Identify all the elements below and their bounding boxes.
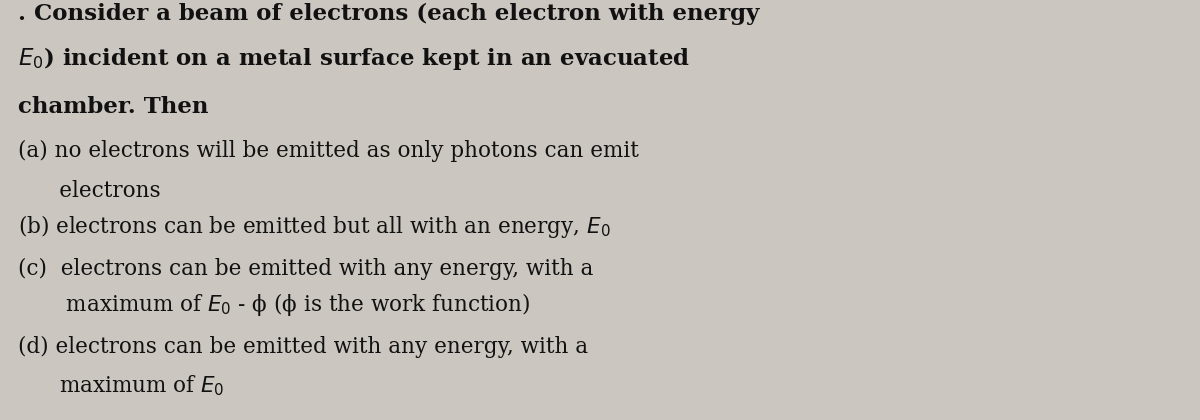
Text: maximum of $E_0$ - ϕ (ϕ is the work function): maximum of $E_0$ - ϕ (ϕ is the work func… (18, 291, 530, 318)
Text: maximum of $E_0$: maximum of $E_0$ (18, 373, 224, 398)
Text: electrons: electrons (18, 180, 161, 202)
Text: $E_0$) incident on a metal surface kept in an evacuated: $E_0$) incident on a metal surface kept … (18, 45, 690, 72)
Text: (b) electrons can be emitted but all with an energy, $E_0$: (b) electrons can be emitted but all wit… (18, 213, 611, 240)
Text: chamber. Then: chamber. Then (18, 96, 209, 118)
Text: (d) electrons can be emitted with any energy, with a: (d) electrons can be emitted with any en… (18, 336, 588, 358)
Text: . Consider a beam of electrons (each electron with energy: . Consider a beam of electrons (each ele… (18, 3, 760, 25)
Text: (c)  electrons can be emitted with any energy, with a: (c) electrons can be emitted with any en… (18, 258, 593, 280)
Text: (a) no electrons will be emitted as only photons can emit: (a) no electrons will be emitted as only… (18, 140, 638, 162)
